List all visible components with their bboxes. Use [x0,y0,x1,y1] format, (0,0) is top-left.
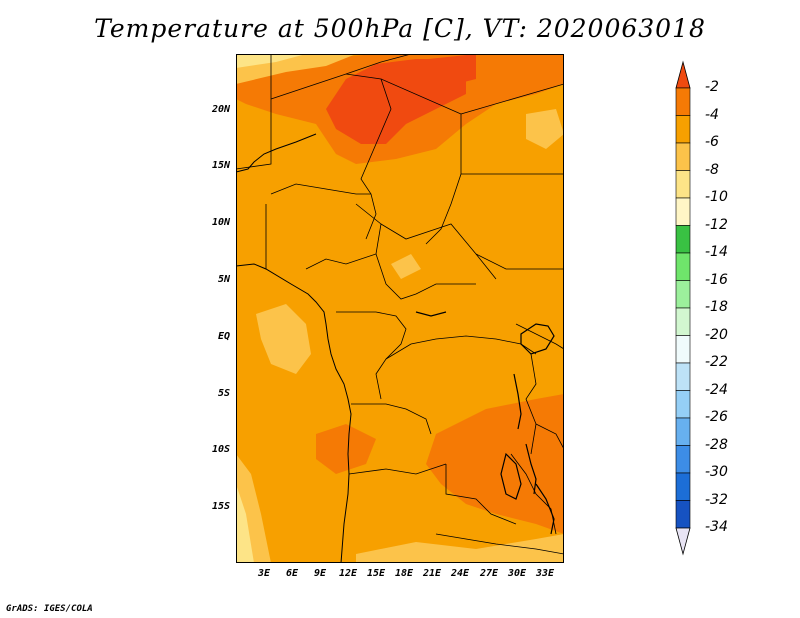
lon-label: 30E [507,568,527,579]
colorbar-tick-label: -16 [705,271,728,288]
lon-label: 27E [479,568,499,579]
lat-label: 5S [217,388,230,399]
lat-label: 10N [211,217,230,228]
lakes [415,311,555,535]
lon-label: 3E [257,568,271,579]
colorbar-tick-label: -2 [705,79,719,95]
colorbar-tick-label: -4 [705,106,719,123]
colorbar-tick-label: -22 [705,354,728,370]
lat-label: 5N [217,274,230,285]
colorbar-segment [675,115,691,144]
lon-label: 21E [422,568,442,579]
colorbar-tick-label: -26 [705,409,728,425]
lon-label: 18E [394,568,414,579]
field-cool-south [356,534,564,563]
colorbar-segment [675,362,691,391]
colorbar-segment [675,445,691,474]
colorbar-segment [675,417,691,446]
lat-label: 20N [211,104,230,115]
colorbar-tick-label: -20 [705,326,728,343]
colorbar-tick-label: -10 [705,189,728,205]
colorbar-segment [675,170,691,199]
field-cool-east [526,109,564,149]
field-cool-center [391,254,421,279]
field-warm-sw [316,424,376,474]
lon-label: 6E [285,568,299,579]
lon-label: 12E [338,568,358,579]
colorbar-tick-label: -32 [705,491,728,508]
colorbar-segment [675,225,691,254]
field-warm-se [426,394,564,534]
lon-label: 9E [313,568,327,579]
field-cooler-sw [236,484,254,563]
colorbar-segment [675,87,691,116]
colorbar-tick-label: -8 [705,161,719,178]
colorbar-tick-label: -18 [705,299,728,315]
colorbar-tick-label: -6 [705,134,719,150]
lat-label: 15S [211,501,230,512]
colorbar-tick-label: -24 [705,381,728,398]
colorbar-tick-label: -28 [705,436,728,453]
field-cool-mid-west [256,304,311,374]
lat-label: 15N [211,160,230,171]
lat-label: 10S [211,444,230,455]
colorbar [675,60,691,556]
colorbar-segment [675,142,691,171]
lon-label: 33E [535,568,555,579]
grads-credit: GrADS: IGES/COLA [6,604,93,614]
colorbar-segment [675,500,691,529]
field-hot-north2 [381,54,476,99]
colorbar-segment [675,252,691,281]
colorbar-segment [675,280,691,309]
colorbar-tick-label: -12 [705,216,728,233]
lat-label: EQ [217,331,230,342]
colorbar-segment [675,197,691,226]
colorbar-tick-label: -34 [705,519,728,535]
colorbar-top-arrow [675,60,691,89]
colorbar-tick-label: -14 [705,244,728,260]
colorbar-bottom-arrow [675,527,691,556]
lon-label: 15E [366,568,386,579]
country-borders [236,54,564,555]
temperature-map [236,54,564,563]
colorbar-segment [675,307,691,336]
chart-title: Temperature at 500hPa [C], VT: 202006301… [94,14,706,43]
coastlines [236,133,352,563]
colorbar-segment [675,472,691,501]
lon-label: 24E [450,568,470,579]
colorbar-segment [675,390,691,419]
colorbar-segment [675,335,691,364]
colorbar-tick-label: -30 [705,464,728,480]
